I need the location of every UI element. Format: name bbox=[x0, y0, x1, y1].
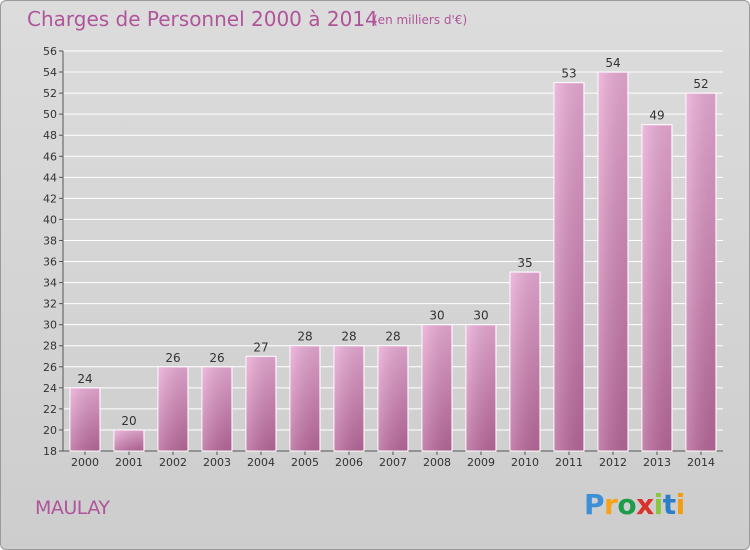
bar-2000 bbox=[69, 387, 101, 452]
chart-title: Charges de Personnel 2000 à 2014 bbox=[27, 7, 378, 31]
bar-shade bbox=[203, 367, 231, 451]
bar-2009 bbox=[465, 324, 497, 452]
y-tick-label: 44 bbox=[43, 171, 57, 184]
bar-2012 bbox=[597, 71, 629, 452]
y-tick-label: 38 bbox=[43, 234, 57, 247]
bar-2002 bbox=[157, 366, 189, 452]
logo-letter: i bbox=[675, 488, 686, 521]
x-tick-label: 2008 bbox=[423, 456, 451, 469]
bar-shade bbox=[555, 83, 583, 451]
y-tick-label: 30 bbox=[43, 319, 57, 332]
y-tick-label: 28 bbox=[43, 340, 57, 353]
bar-shade bbox=[599, 73, 627, 451]
data-label: 53 bbox=[561, 67, 576, 81]
logo-letter: x bbox=[636, 488, 654, 521]
bar-2004 bbox=[245, 355, 277, 452]
bar-shade bbox=[335, 346, 363, 451]
bar-2013 bbox=[641, 124, 673, 452]
x-tick-label: 2003 bbox=[203, 456, 231, 469]
x-tick-label: 2004 bbox=[247, 456, 275, 469]
data-label: 28 bbox=[297, 330, 312, 344]
bar-shade bbox=[291, 346, 319, 451]
bar-2011 bbox=[553, 82, 585, 452]
bar-shade bbox=[423, 325, 451, 451]
bars bbox=[69, 71, 717, 452]
y-tick-labels: 18 20 22 24 26 28 30 32 34 36 38 40 42 44 46 48 50 52 54 56 bbox=[43, 45, 57, 458]
bar-shade bbox=[379, 346, 407, 451]
logo-letter: P bbox=[584, 488, 605, 521]
data-label: 28 bbox=[385, 330, 400, 344]
x-tick-label: 2012 bbox=[599, 456, 627, 469]
data-label: 28 bbox=[341, 330, 356, 344]
data-label: 26 bbox=[209, 351, 224, 365]
data-labels: 24 20 26 26 27 28 28 28 30 30 35 53 54 49 52 bbox=[77, 56, 708, 428]
x-tick-label: 2002 bbox=[159, 456, 187, 469]
bar-shade bbox=[71, 388, 99, 451]
y-tick-label: 42 bbox=[43, 192, 57, 205]
y-tick-label: 56 bbox=[43, 45, 57, 58]
bar-2003 bbox=[201, 366, 233, 452]
data-label: 35 bbox=[517, 256, 532, 270]
data-label: 49 bbox=[649, 109, 664, 123]
x-tick-label: 2010 bbox=[511, 456, 539, 469]
x-tick-label: 2007 bbox=[379, 456, 407, 469]
bar-2005 bbox=[289, 345, 321, 452]
bar-shade bbox=[115, 430, 143, 451]
bar-shade bbox=[643, 125, 671, 452]
data-label: 27 bbox=[253, 340, 268, 354]
logo-letter: i bbox=[653, 488, 664, 521]
bar-shade bbox=[687, 94, 715, 452]
proxiti-logo: Proxiti bbox=[584, 488, 685, 521]
data-label: 54 bbox=[605, 56, 620, 70]
y-tick-label: 52 bbox=[43, 87, 57, 100]
logo-letter: t bbox=[662, 488, 676, 521]
y-tick-label: 22 bbox=[43, 403, 57, 416]
y-tick-label: 48 bbox=[43, 129, 57, 142]
data-label: 30 bbox=[429, 309, 444, 323]
y-tick-label: 26 bbox=[43, 361, 57, 374]
chart-subtitle: (en milliers d'€) bbox=[373, 13, 468, 27]
commune-name: MAULAY bbox=[35, 497, 110, 519]
x-tick-label: 2013 bbox=[643, 456, 671, 469]
x-tick-label: 2009 bbox=[467, 456, 495, 469]
x-tick-label: 2011 bbox=[555, 456, 583, 469]
bar-2001 bbox=[113, 429, 145, 452]
y-tick-label: 32 bbox=[43, 298, 57, 311]
y-tick-label: 50 bbox=[43, 108, 57, 121]
x-tick-label: 2006 bbox=[335, 456, 363, 469]
logo-letter: o bbox=[617, 488, 637, 521]
logo-letter: r bbox=[604, 488, 618, 521]
data-label: 30 bbox=[473, 309, 488, 323]
data-label: 26 bbox=[165, 351, 180, 365]
data-label: 24 bbox=[77, 372, 92, 386]
x-tick-label: 2005 bbox=[291, 456, 319, 469]
bar-shade bbox=[159, 367, 187, 451]
data-label: 20 bbox=[121, 414, 136, 428]
y-tick-label: 24 bbox=[43, 382, 57, 395]
y-tick-label: 40 bbox=[43, 213, 57, 226]
y-tick-label: 36 bbox=[43, 256, 57, 269]
x-tick-labels: 2000 2001 2002 2003 2004 2005 2006 2007 2008 2009… bbox=[71, 456, 715, 469]
data-label: 52 bbox=[693, 77, 708, 91]
bar-2006 bbox=[333, 345, 365, 452]
y-tick-label: 46 bbox=[43, 150, 57, 163]
y-tick-label: 18 bbox=[43, 445, 57, 458]
y-tick-label: 54 bbox=[43, 66, 57, 79]
y-tick-label: 34 bbox=[43, 277, 57, 290]
bar-2007 bbox=[377, 345, 409, 452]
bar-2008 bbox=[421, 324, 453, 452]
x-tick-label: 2014 bbox=[687, 456, 715, 469]
bar-shade bbox=[467, 325, 495, 451]
bar-shade bbox=[247, 357, 275, 451]
x-tick-label: 2001 bbox=[115, 456, 143, 469]
bar-shade bbox=[511, 273, 539, 451]
y-tick-label: 20 bbox=[43, 424, 57, 437]
x-tick-label: 2000 bbox=[71, 456, 99, 469]
bar-2014 bbox=[685, 92, 717, 452]
bar-2010 bbox=[509, 271, 541, 452]
